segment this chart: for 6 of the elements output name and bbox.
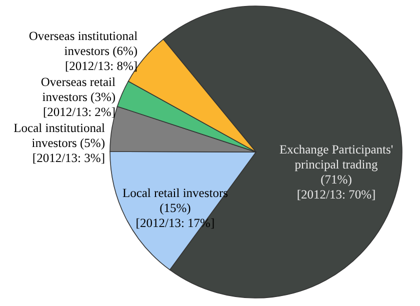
slice-label: Exchange Participants' principal trading <box>279 142 394 172</box>
slice-label: Overseas retail investors (3%) [2012/13: 2%] <box>40 75 116 120</box>
data-label: (71%) [2012/13: 70%] <box>296 172 376 202</box>
slice-label: Local retail investors <box>122 186 228 200</box>
slice-label: Overseas institutional investors (6%) [2012/13: 8%] <box>28 29 138 74</box>
slice-label: Local institutional investors (5%) [2012/13: 3%] <box>14 121 106 166</box>
